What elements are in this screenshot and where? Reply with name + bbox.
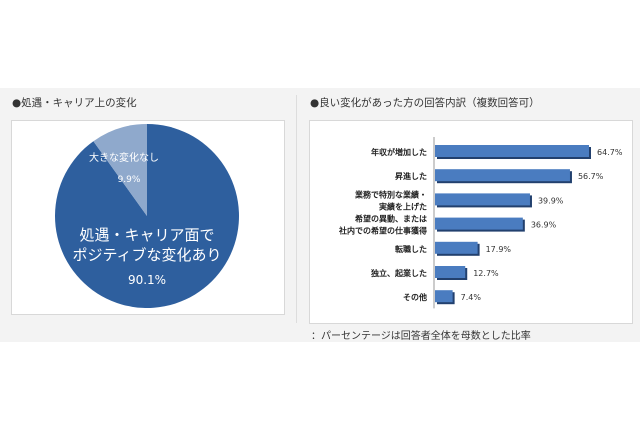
pie-title: ●処遇・キャリア上の変化	[12, 97, 137, 109]
divider	[296, 95, 297, 323]
pie-value-1: 9.9%	[118, 175, 141, 185]
pie-value-0: 90.1%	[128, 273, 166, 287]
bar-chart-box: 64.7% 年収が増加した 56.7% 昇進した 39.9% 業務で特別な業績・実績を上げ…	[309, 120, 633, 324]
pie-label-0: 処遇・キャリア面で	[79, 226, 214, 244]
bar-category-label-2: 実績を上げた	[379, 201, 427, 211]
bar-value-label-2: 39.9%	[538, 196, 564, 205]
bar-category-label-1: 昇進した	[395, 171, 427, 181]
bar-value-label-4: 17.9%	[486, 245, 512, 254]
pie-label-1: 大きな変化なし	[89, 151, 159, 164]
bar-category-label-5: 独立、起業した	[370, 268, 427, 278]
bar-category-label-3: 希望の異動、または	[355, 214, 427, 224]
bar-chart: 64.7% 年収が増加した 56.7% 昇進した 39.9% 業務で特別な業績・実績を上げ…	[338, 137, 623, 309]
pie-slice-1	[93, 124, 147, 216]
bar-category-label-0: 年収が増加した	[371, 147, 427, 157]
bar-category-label-4: 転職した	[395, 244, 427, 254]
footnote: ：パーセンテージは回答者全体を母数とした比率	[311, 331, 531, 342]
bar-value-label-5: 12.7%	[473, 269, 499, 278]
bar-title: ●良い変化があった方の回答内訳（複数回答可）	[310, 97, 540, 109]
bar-category-label-3: 社内での希望の仕事獲得	[338, 226, 427, 236]
bar-3	[435, 217, 523, 230]
bar-2	[435, 193, 530, 206]
bar-value-label-6: 7.4%	[461, 293, 482, 302]
bar-value-label-1: 56.7%	[578, 172, 604, 181]
bar-category-label-6: その他	[403, 292, 427, 302]
pie-label-0: ポジティブな変化あり	[72, 246, 221, 264]
bar-category-label-2: 業務で特別な業績・	[354, 189, 427, 199]
bar-1	[435, 169, 570, 182]
bar-4	[435, 241, 478, 254]
bar-5	[435, 266, 466, 278]
bar-6	[435, 290, 453, 303]
bar-value-label-0: 64.7%	[597, 148, 623, 157]
pie-chart-box: 処遇・キャリア面で ポジティブな変化あり 90.1% 大きな変化なし 9.9%	[11, 120, 285, 315]
bar-value-label-3: 36.9%	[531, 221, 557, 230]
bar-0	[435, 145, 589, 157]
